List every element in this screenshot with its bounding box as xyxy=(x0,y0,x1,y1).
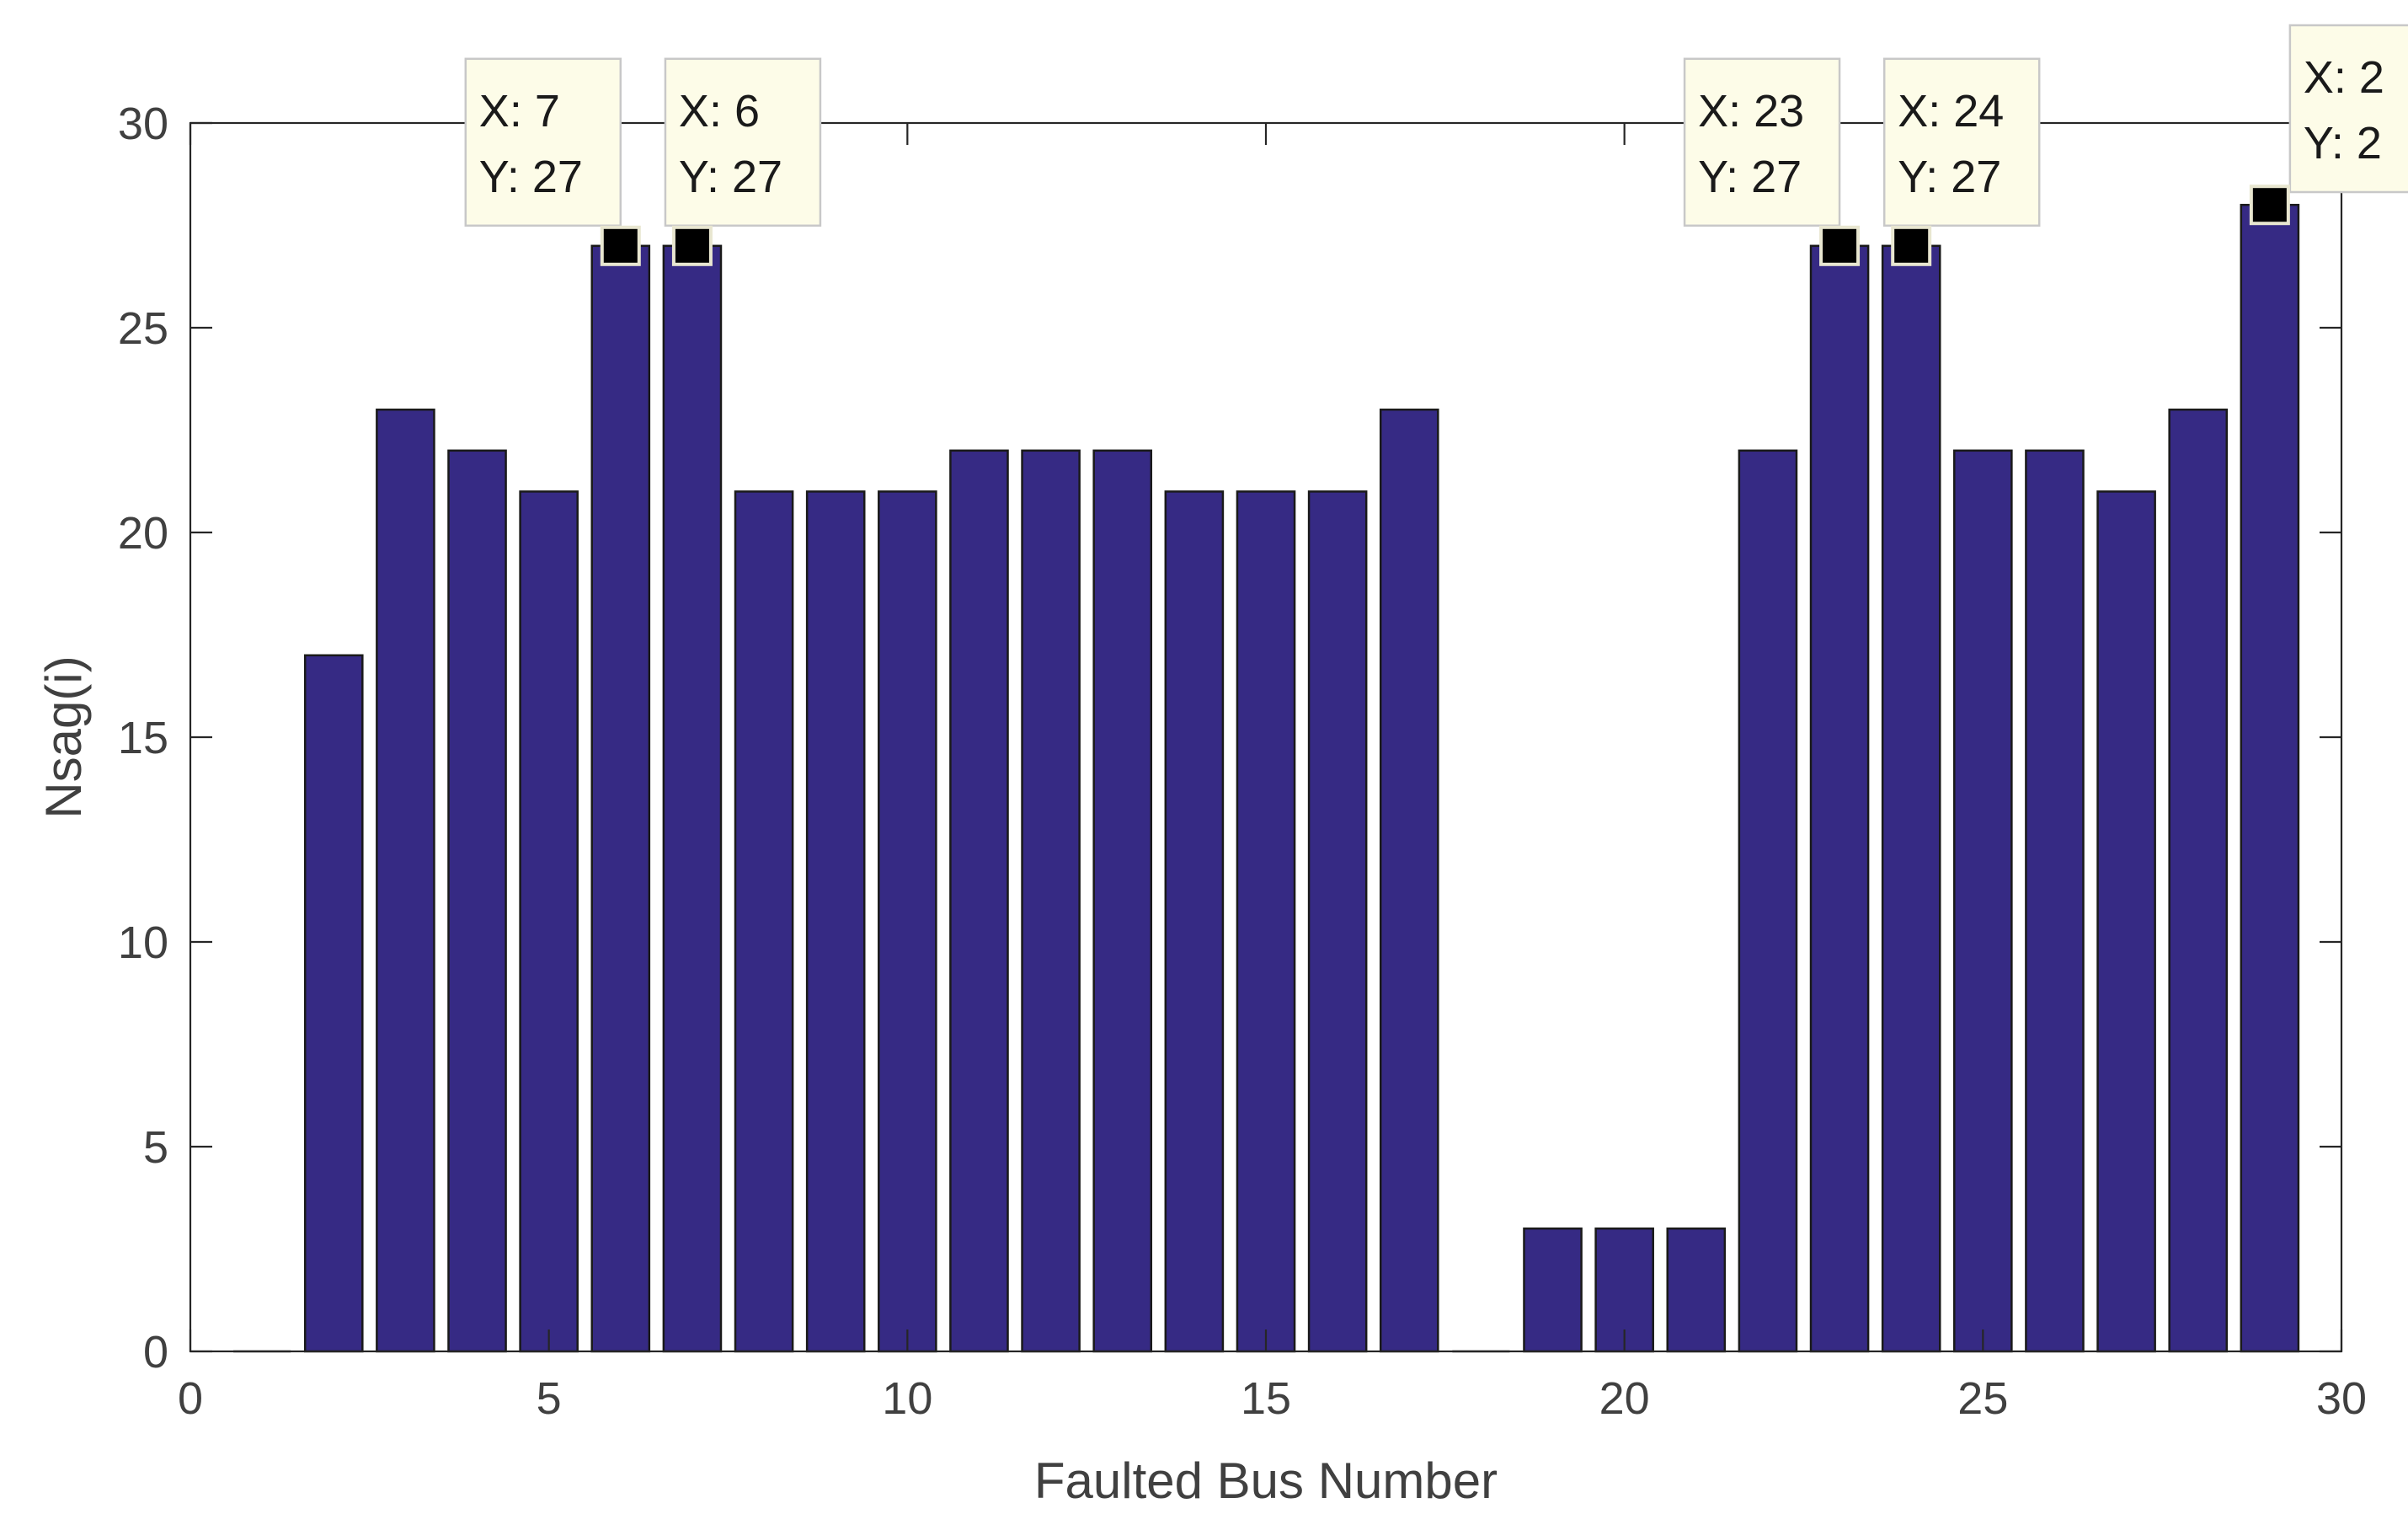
bar-7 xyxy=(662,244,723,1353)
datatip-y-text: Y: 2 xyxy=(2304,118,2382,169)
x-tick-label: 10 xyxy=(882,1373,932,1424)
bar-15 xyxy=(1236,490,1296,1353)
bar-6 xyxy=(590,244,651,1353)
y-tick-label: 25 xyxy=(118,303,168,354)
datatip-x-text: X: 2 xyxy=(2304,52,2384,103)
data-tips: X: 7Y: 27X: 6Y: 27X: 23Y: 27X: 24Y: 27X:… xyxy=(464,24,2408,266)
y-axis-label: Nsag(i) xyxy=(35,655,92,818)
x-tick-labels: 0 5 10 15 20 25 30 xyxy=(178,1373,2367,1424)
x-tick-label: 25 xyxy=(1957,1373,2008,1424)
x-tick-label: 0 xyxy=(178,1373,203,1424)
bar-28 xyxy=(2168,408,2229,1353)
datatip-y-text: Y: 27 xyxy=(479,152,583,202)
bar-4 xyxy=(447,449,507,1353)
datatip-x-text: X: 23 xyxy=(1698,86,1804,136)
y-tick-label: 5 xyxy=(143,1122,168,1173)
bar-8 xyxy=(734,490,794,1353)
y-tick-label: 20 xyxy=(118,508,168,559)
datatip-7[interactable]: X: 6 Y: 27 xyxy=(664,57,822,266)
y-tick-labels: 0 5 10 15 20 25 30 xyxy=(118,99,168,1378)
x-tick-label: 15 xyxy=(1241,1373,1291,1424)
bar-26 xyxy=(2025,449,2085,1353)
bar-19 xyxy=(1523,1227,1583,1353)
bar-22 xyxy=(1738,449,1798,1353)
x-tick-label: 5 xyxy=(537,1373,562,1424)
bar-16 xyxy=(1307,490,1368,1353)
datatip-box xyxy=(2288,24,2408,194)
y-tick-label: 15 xyxy=(118,713,168,763)
datatip-marker[interactable] xyxy=(600,225,641,266)
bar-21 xyxy=(1666,1227,1727,1353)
datatip-24[interactable]: X: 24 Y: 27 xyxy=(1882,57,2041,266)
bar-12 xyxy=(1021,449,1081,1353)
datatip-marker[interactable] xyxy=(1891,225,1932,266)
y-tick-label: 0 xyxy=(143,1327,168,1378)
bar-series xyxy=(233,203,2300,1353)
datatip-y-text: Y: 27 xyxy=(1898,152,2001,202)
x-tick-label: 30 xyxy=(2316,1373,2367,1424)
bar-24 xyxy=(1881,244,1941,1353)
datatip-y-text: Y: 27 xyxy=(679,152,782,202)
axes-box xyxy=(189,121,2343,1353)
bar-23 xyxy=(1809,244,1870,1353)
bar-3 xyxy=(376,408,435,1353)
datatip-box xyxy=(664,57,822,227)
datatip-x-text: X: 6 xyxy=(679,86,760,136)
datatip-23[interactable]: X: 23 Y: 27 xyxy=(1683,57,1861,266)
datatip-marker[interactable] xyxy=(671,225,713,266)
bar-25 xyxy=(1953,449,2013,1353)
datatip-marker[interactable] xyxy=(1819,225,1861,266)
datatip-box xyxy=(1882,57,2041,227)
bar-10 xyxy=(878,490,937,1353)
datatip-y-text: Y: 27 xyxy=(1698,152,1802,202)
bar-13 xyxy=(1092,449,1153,1353)
datatip-29[interactable]: X: 2 Y: 2 xyxy=(2249,24,2408,226)
datatip-box xyxy=(464,57,622,227)
bar-5 xyxy=(519,490,579,1353)
bar-27 xyxy=(2096,490,2156,1353)
bar-9 xyxy=(805,490,866,1353)
datatip-x-text: X: 24 xyxy=(1898,86,2004,136)
y-tick-label: 30 xyxy=(118,99,168,149)
bar-29 xyxy=(2240,203,2300,1353)
y-tick-label: 10 xyxy=(118,917,168,968)
datatip-6[interactable]: X: 7 Y: 27 xyxy=(464,57,641,266)
bar-11 xyxy=(949,449,1009,1353)
bar-2 xyxy=(303,654,364,1353)
x-tick-label: 20 xyxy=(1599,1373,1650,1424)
datatip-marker[interactable] xyxy=(2249,185,2290,226)
datatip-box xyxy=(1683,57,1841,227)
x-axis-label: Faulted Bus Number xyxy=(1034,1452,1498,1509)
datatip-x-text: X: 7 xyxy=(479,86,560,136)
bar-17 xyxy=(1379,408,1439,1353)
bar-14 xyxy=(1164,490,1225,1353)
